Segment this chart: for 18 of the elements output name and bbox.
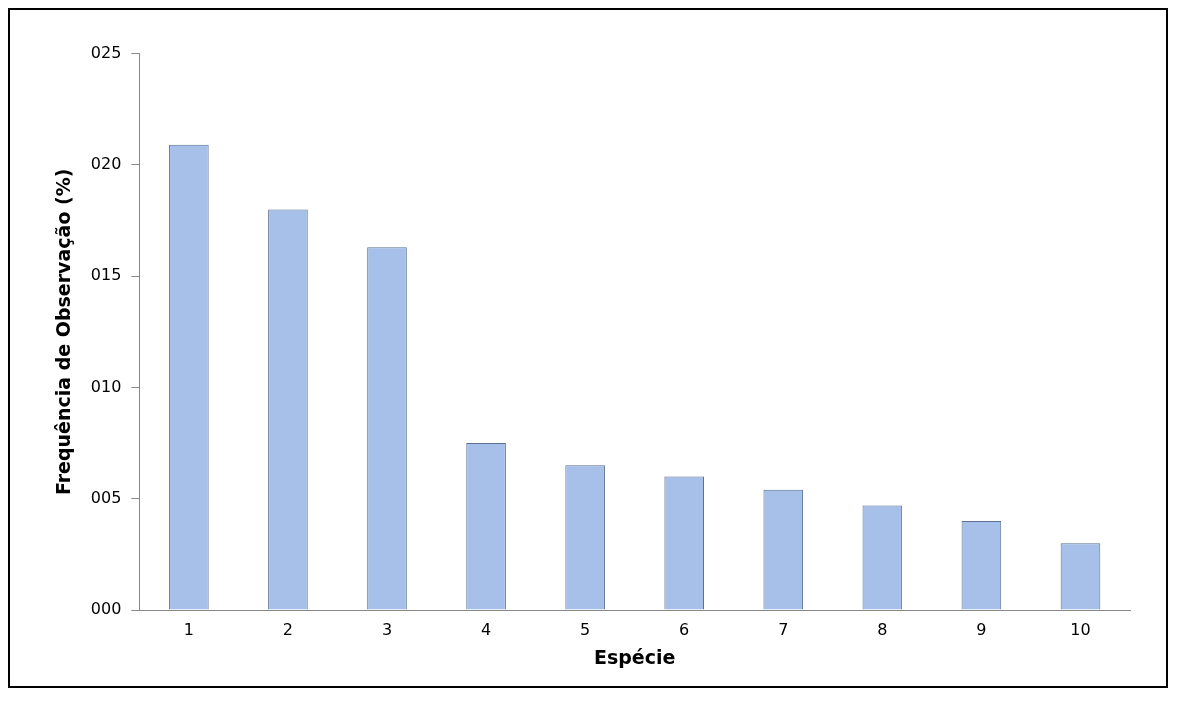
x-tick-label: 8 [877,619,888,639]
x-tick-label: 10 [1070,619,1091,639]
y-tick-label: 020 [90,154,122,174]
y-tick-label: 000 [90,599,122,619]
y-axis-title: Frequência de Observação (%) [52,168,75,496]
x-tick-label: 6 [679,619,690,639]
x-tick-label: 7 [778,619,789,639]
x-tick-label: 4 [480,619,492,639]
x-tick-label: 5 [580,619,591,639]
y-tick-label: 010 [90,376,122,396]
x-tick-label: 1 [183,619,194,639]
y-tick-label: 005 [90,487,122,507]
x-axis-title: Espécie [593,645,676,668]
y-tick-label: 025 [90,42,122,62]
x-tick-label: 9 [976,619,987,639]
x-tick-label: 3 [381,619,393,639]
x-tick-label: 2 [282,619,294,639]
y-tick-label: 015 [90,265,122,285]
